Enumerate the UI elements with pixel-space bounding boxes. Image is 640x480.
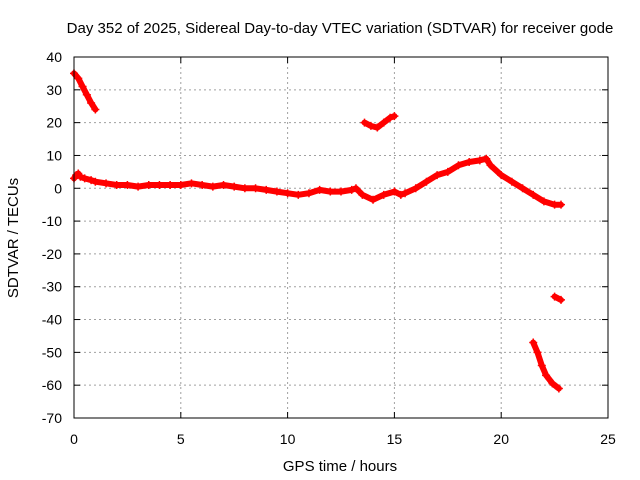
series-late-low-arc	[529, 338, 563, 393]
x-tick-label: 10	[280, 431, 296, 447]
data-point-marker	[155, 180, 164, 189]
data-point-marker	[396, 190, 405, 199]
data-point-marker	[91, 177, 100, 186]
y-tick-label: 30	[46, 82, 62, 98]
series-late-isolated	[550, 292, 566, 304]
y-tick-label: 0	[54, 180, 62, 196]
x-tick-label: 0	[70, 431, 78, 447]
x-tick-label: 15	[387, 431, 403, 447]
data-point-marker	[219, 180, 228, 189]
data-point-marker	[369, 195, 378, 204]
series-afternoon-arc	[360, 112, 399, 132]
data-point-marker	[518, 184, 527, 193]
data-point-marker	[208, 182, 217, 191]
y-tick-label: -40	[42, 312, 62, 328]
data-point-marker	[529, 190, 538, 199]
data-point-marker	[366, 121, 375, 130]
data-point-marker	[315, 185, 324, 194]
data-point-marker	[123, 180, 132, 189]
x-tick-label: 20	[493, 431, 509, 447]
data-point-marker	[557, 200, 566, 209]
y-tick-label: 10	[46, 147, 62, 163]
data-point-marker	[176, 180, 185, 189]
data-point-marker	[87, 98, 96, 107]
data-point-marker	[401, 189, 410, 198]
data-point-marker	[529, 338, 538, 347]
data-point-marker	[74, 74, 83, 83]
data-point-marker	[251, 184, 260, 193]
data-point-marker	[542, 371, 551, 380]
data-point-marker	[347, 185, 356, 194]
data-layer	[70, 69, 566, 393]
data-point-marker	[358, 190, 367, 199]
chart-title: Day 352 of 2025, Sidereal Day-to-day VTE…	[67, 20, 614, 37]
data-point-marker	[554, 384, 563, 393]
grid-layer	[74, 57, 608, 418]
tick-layer: 0 5 10 15 20 25 -70 -60 -50 -40 -30 -20 -10 0 10 20 30 40	[42, 49, 616, 447]
data-point-marker	[144, 180, 153, 189]
y-tick-label: -10	[42, 213, 62, 229]
data-point-marker	[475, 156, 484, 165]
y-tick-label: -50	[42, 344, 62, 360]
data-point-marker	[557, 295, 566, 304]
data-point-marker	[454, 161, 463, 170]
y-tick-label: -70	[42, 410, 62, 426]
data-point-marker	[465, 158, 474, 167]
data-point-marker	[87, 176, 96, 185]
data-point-marker	[262, 185, 271, 194]
data-point-marker	[422, 177, 431, 186]
data-point-marker	[80, 174, 89, 183]
x-tick-label: 5	[177, 431, 185, 447]
x-tick-label: 25	[600, 431, 616, 447]
data-point-marker	[379, 118, 388, 127]
y-tick-label: 40	[46, 49, 62, 65]
data-point-marker	[379, 190, 388, 199]
data-point-marker	[533, 348, 542, 357]
data-point-marker	[283, 189, 292, 198]
data-point-marker	[351, 184, 360, 193]
data-point-marker	[507, 177, 516, 186]
data-point-marker	[537, 361, 546, 370]
plot-frame	[73, 56, 609, 419]
data-point-marker	[486, 161, 495, 170]
data-point-marker	[187, 179, 196, 188]
data-point-marker	[373, 123, 382, 132]
data-point-marker	[198, 180, 207, 189]
data-point-marker	[360, 118, 369, 127]
data-point-marker	[102, 179, 111, 188]
y-tick-label: -30	[42, 279, 62, 295]
data-point-marker	[482, 154, 491, 163]
y-tick-label: -60	[42, 377, 62, 393]
y-axis-title: SDTVAR / TECUs	[5, 178, 22, 298]
data-point-marker	[411, 184, 420, 193]
y-tick-label: -20	[42, 246, 62, 262]
data-point-marker	[112, 180, 121, 189]
data-point-marker	[294, 190, 303, 199]
data-point-marker	[390, 187, 399, 196]
data-point-marker	[539, 197, 548, 206]
data-point-marker	[326, 187, 335, 196]
data-point-marker	[548, 379, 557, 388]
data-point-marker	[272, 187, 281, 196]
data-point-marker	[386, 113, 395, 122]
data-point-marker	[433, 171, 442, 180]
data-point-marker	[91, 105, 100, 114]
data-point-marker	[497, 171, 506, 180]
data-point-marker	[166, 180, 175, 189]
data-point-marker	[78, 82, 87, 91]
y-tick-label: 20	[46, 115, 62, 131]
data-point-marker	[76, 172, 85, 181]
data-point-marker	[82, 90, 91, 99]
data-point-marker	[390, 112, 399, 121]
data-point-marker	[240, 184, 249, 193]
series-main-band	[70, 154, 566, 209]
x-axis-title: GPS time / hours	[283, 458, 397, 475]
data-point-marker	[134, 182, 143, 191]
data-point-marker	[230, 182, 239, 191]
data-point-marker	[337, 187, 345, 196]
data-point-marker	[443, 167, 452, 176]
data-point-marker	[550, 292, 559, 301]
data-point-marker	[304, 189, 313, 198]
